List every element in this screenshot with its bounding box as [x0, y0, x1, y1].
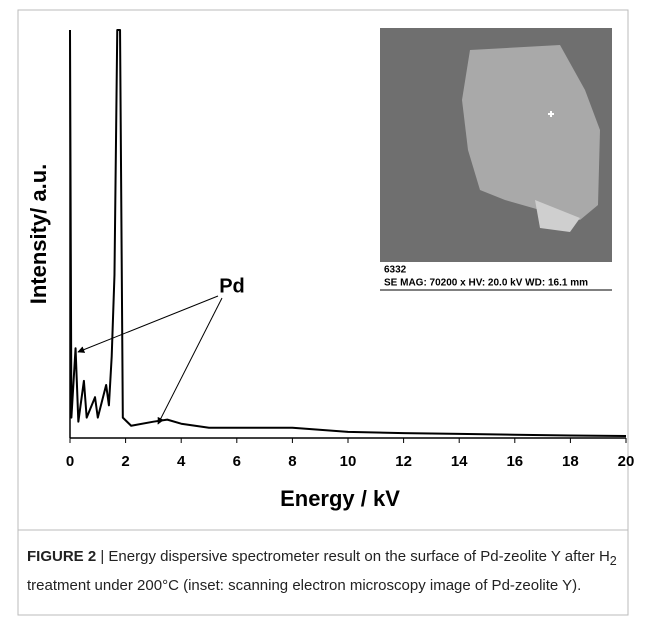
- x-tick-label: 8: [288, 453, 296, 470]
- annotation: Pd: [219, 275, 245, 297]
- x-tick-label: 20: [618, 453, 635, 470]
- x-tick-label: 18: [562, 453, 579, 470]
- caption-text: treatment under 200°C (inset: scanning e…: [27, 577, 581, 594]
- caption-label: FIGURE 2: [27, 548, 96, 565]
- x-tick-label: 10: [340, 453, 357, 470]
- caption-text: | Energy dispersive spectrometer result …: [96, 548, 610, 565]
- inset: 6332 SE MAG: 70200 x HV: 20.0 kV WD: 16.…: [380, 28, 612, 290]
- x-tick-label: 4: [177, 453, 186, 470]
- arrow: [158, 298, 222, 424]
- x-tick-label: 6: [233, 453, 241, 470]
- x-axis-label: Energy / kV: [280, 486, 400, 511]
- inset-text: SE MAG: 70200 x HV: 20.0 kV WD: 16.1 mm: [384, 278, 588, 289]
- caption-subscript: 2: [610, 554, 617, 568]
- arrow: [78, 296, 218, 352]
- x-tick-label: 2: [121, 453, 129, 470]
- y-axis-label: Intensity/ a.u.: [26, 164, 51, 305]
- x-tick-label: 12: [395, 453, 412, 470]
- chart: 6332 SE MAG: 70200 x HV: 20.0 kV WD: 16.…: [0, 0, 646, 629]
- caption: FIGURE 2 | Energy dispersive spectromete…: [27, 545, 617, 597]
- x-tick-label: 14: [451, 453, 468, 470]
- x-tick-label: 0: [66, 453, 74, 470]
- inset-id: 6332: [384, 265, 407, 276]
- x-tick-label: 16: [506, 453, 523, 470]
